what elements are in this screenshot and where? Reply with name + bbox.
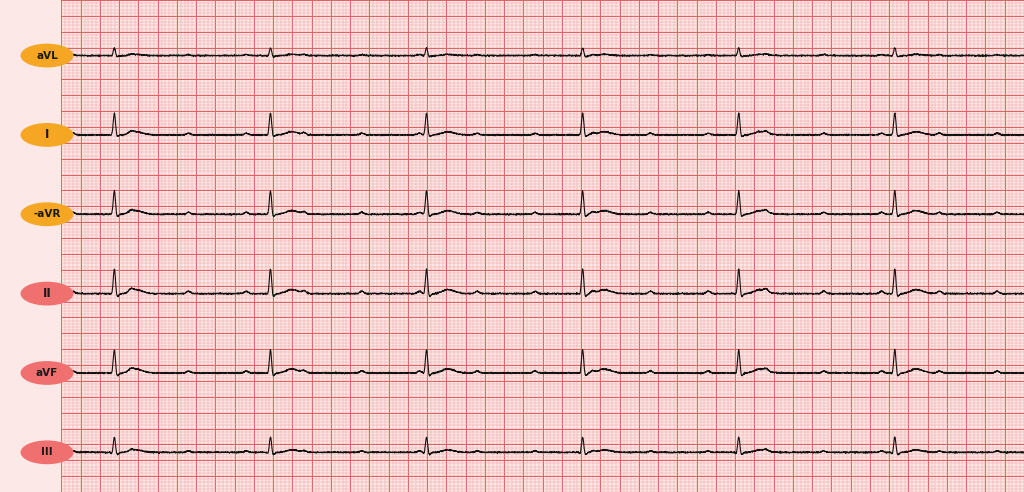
Text: I: I bbox=[45, 128, 49, 141]
Ellipse shape bbox=[20, 44, 74, 67]
Ellipse shape bbox=[20, 361, 74, 385]
Text: aVF: aVF bbox=[36, 368, 58, 378]
Ellipse shape bbox=[20, 282, 74, 306]
Ellipse shape bbox=[20, 440, 74, 464]
Ellipse shape bbox=[20, 202, 74, 226]
Ellipse shape bbox=[20, 123, 74, 147]
Text: III: III bbox=[41, 447, 53, 458]
Text: II: II bbox=[43, 287, 51, 300]
Text: -aVR: -aVR bbox=[34, 209, 60, 219]
Text: aVL: aVL bbox=[36, 51, 58, 61]
